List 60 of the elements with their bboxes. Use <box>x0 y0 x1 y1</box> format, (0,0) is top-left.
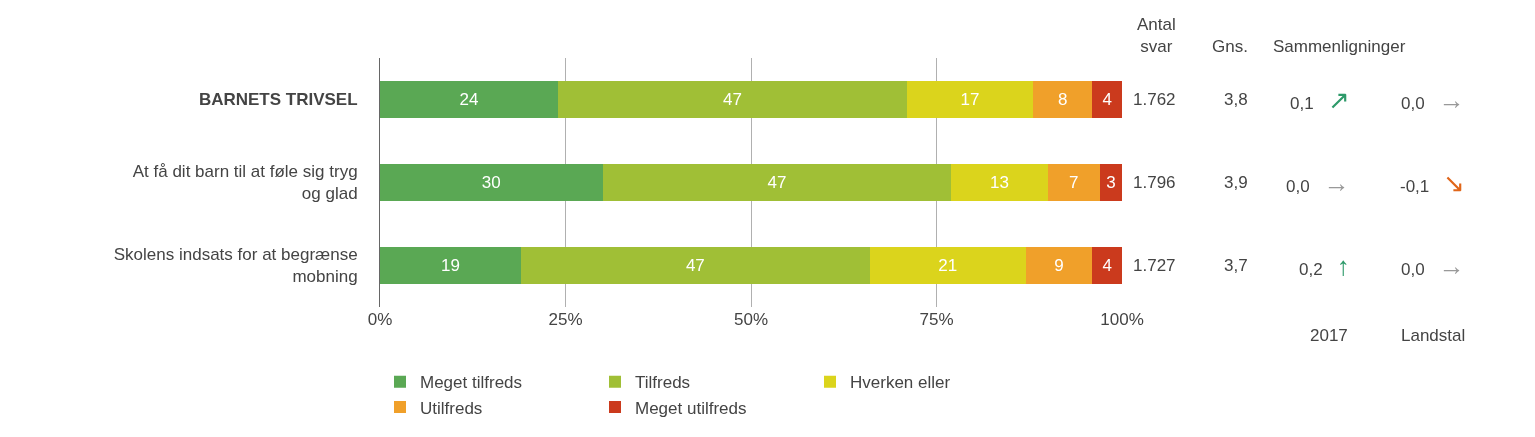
bar <box>1092 246 1122 285</box>
bar <box>1092 80 1122 119</box>
data-label: 17 <box>960 90 980 110</box>
data-label: 7 <box>1069 173 1079 193</box>
text: 0,2 ↑ <box>1299 251 1350 281</box>
bar <box>906 80 1033 119</box>
bar <box>1099 163 1122 202</box>
legend-label: Meget utilfreds <box>635 398 747 418</box>
data-label: 8 <box>1057 90 1068 110</box>
legend-label: Hverken eller <box>850 373 951 393</box>
bar <box>1025 246 1093 285</box>
bar <box>1047 163 1100 202</box>
legend-label: Utilfreds <box>420 398 483 418</box>
bar <box>558 80 907 119</box>
text: Landstal <box>1401 326 1466 345</box>
data-label: 4 <box>1102 90 1112 110</box>
x-tick-label: 0% <box>367 310 393 329</box>
x-tick-label: 100% <box>1100 310 1144 329</box>
y-tick-label: At få dit barn til at føle sig tryg og glad <box>132 162 358 204</box>
text: Sammenligninger <box>1273 37 1406 56</box>
data-label: 3 <box>1106 173 1116 193</box>
text: 1.796 <box>1133 173 1176 192</box>
data-label: 24 <box>459 90 479 110</box>
data-label: 13 <box>990 173 1010 193</box>
bar <box>380 80 559 119</box>
x-tick-label: 75% <box>919 310 954 329</box>
data-label: 47 <box>722 90 742 110</box>
bar <box>869 246 1026 285</box>
bar <box>951 163 1048 202</box>
bar <box>1032 80 1093 119</box>
text: 1.727 <box>1133 256 1176 275</box>
text: 3,7 <box>1224 256 1248 275</box>
text: 0,1 ↗ <box>1290 85 1350 115</box>
bar <box>602 163 952 202</box>
y-tick-label: BARNETS TRIVSEL <box>198 90 358 110</box>
legend-label: Tilfreds <box>635 373 691 393</box>
text: Gns. <box>1212 37 1248 56</box>
text: 3,9 <box>1224 173 1248 192</box>
bar <box>520 246 870 285</box>
data-label: 47 <box>685 256 705 276</box>
data-label: 19 <box>441 256 460 276</box>
text: 3,8 <box>1224 90 1248 109</box>
text: 2017 <box>1310 326 1348 345</box>
data-label: 47 <box>767 173 787 193</box>
data-label: 9 <box>1054 256 1064 276</box>
bar <box>380 246 521 285</box>
text: 0,0 → <box>1401 251 1465 281</box>
x-tick-label: 25% <box>548 310 583 329</box>
data-label: 30 <box>481 173 501 193</box>
text: 0,0 → <box>1286 168 1350 198</box>
y-tick-label: Skolens indsats for at begrænse mobning <box>113 245 358 287</box>
x-tick-label: 50% <box>733 310 769 329</box>
text: 1.762 <box>1133 90 1176 109</box>
bar <box>380 163 603 202</box>
text: Antal svar <box>1137 15 1176 57</box>
text: -0,1 ↘ <box>1400 168 1466 198</box>
data-label: 21 <box>938 256 958 276</box>
legend-label: Meget tilfreds <box>420 373 523 393</box>
data-label: 4 <box>1102 256 1112 276</box>
text: 0,0 → <box>1401 85 1465 115</box>
